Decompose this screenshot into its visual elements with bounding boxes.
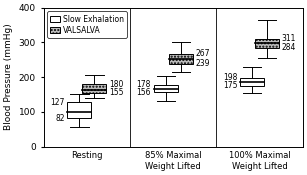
- Text: 267: 267: [196, 49, 210, 58]
- Text: 82: 82: [55, 114, 65, 123]
- Bar: [82, 84, 107, 93]
- Text: 180: 180: [109, 80, 123, 89]
- Text: 127: 127: [50, 98, 65, 107]
- Text: 239: 239: [196, 59, 210, 68]
- Legend: Slow Exhalation, VALSALVA: Slow Exhalation, VALSALVA: [47, 12, 127, 38]
- Bar: [154, 85, 178, 92]
- Text: 284: 284: [282, 43, 296, 52]
- Bar: [240, 78, 264, 86]
- Text: 311: 311: [282, 34, 296, 43]
- Text: 156: 156: [137, 88, 151, 97]
- Bar: [169, 54, 193, 64]
- Bar: [67, 103, 91, 118]
- Text: 198: 198: [223, 73, 237, 82]
- Text: 178: 178: [137, 80, 151, 89]
- Bar: [255, 38, 279, 48]
- Text: 155: 155: [109, 88, 123, 97]
- Text: 175: 175: [223, 81, 237, 90]
- Y-axis label: Blood Pressure (mmHg): Blood Pressure (mmHg): [4, 24, 13, 131]
